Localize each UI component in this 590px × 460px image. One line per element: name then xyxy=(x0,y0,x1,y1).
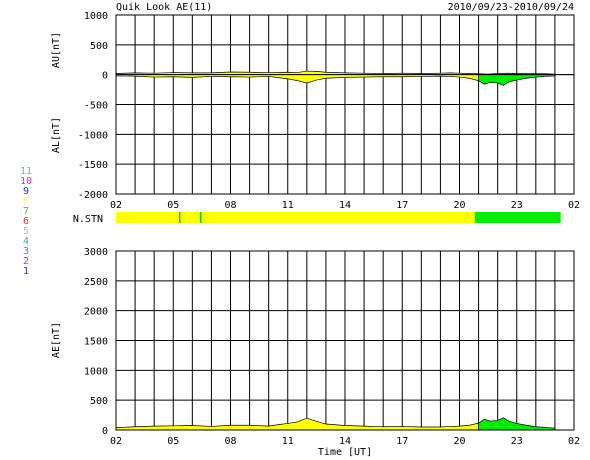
date-range: 2010/09/23-2010/09/24 xyxy=(448,2,574,13)
panel-frame xyxy=(115,14,575,195)
x-tick-label: 17 xyxy=(396,200,408,211)
y-tick-label: 2500 xyxy=(84,277,108,288)
y-tick-label: -1000 xyxy=(78,130,108,141)
nstn-marker xyxy=(178,212,181,223)
station-legend-item: 5 xyxy=(23,226,29,237)
y-tick-label: 500 xyxy=(90,41,108,52)
station-legend-item: 7 xyxy=(23,206,29,217)
al-axis-label: AL[nT] xyxy=(51,117,62,153)
y-tick-label: 3000 xyxy=(84,247,108,258)
y-tick-label: -1500 xyxy=(78,160,108,171)
x-tick-label: 14 xyxy=(339,436,351,447)
station-legend-item: 2 xyxy=(23,256,29,267)
ae-axis-label: AE[nT] xyxy=(51,322,62,358)
station-legend-item: 1 xyxy=(23,266,29,277)
y-tick-label: -2000 xyxy=(78,190,108,201)
chart-title: Quik Look AE(11) xyxy=(116,2,212,13)
ae-area-pre xyxy=(116,417,479,430)
ae-area-post xyxy=(478,417,556,430)
x-tick-label: 11 xyxy=(282,200,294,211)
station-legend-item: 3 xyxy=(23,246,29,257)
x-tick-label: 08 xyxy=(224,436,236,447)
x-tick-label: 20 xyxy=(453,436,465,447)
x-tick-label: 08 xyxy=(224,200,236,211)
station-legend-item: 4 xyxy=(23,236,29,247)
station-legend-item: 9 xyxy=(23,186,29,197)
x-tick-label: 02 xyxy=(568,436,580,447)
station-legend-item: 11 xyxy=(20,166,32,177)
y-tick-label: 1000 xyxy=(84,11,108,22)
x-axis-label: Time [UT] xyxy=(318,447,372,458)
x-tick-label: 20 xyxy=(453,200,465,211)
x-tick-label: 17 xyxy=(396,436,408,447)
x-tick-label: 05 xyxy=(167,436,179,447)
y-tick-label: 1000 xyxy=(84,366,108,377)
station-legend-item: 6 xyxy=(23,216,29,227)
x-tick-label: 02 xyxy=(110,200,122,211)
x-tick-label: 02 xyxy=(110,436,122,447)
y-tick-label: 1500 xyxy=(84,337,108,348)
nstn-marker xyxy=(199,212,202,223)
al-area-pre xyxy=(116,74,479,84)
nstn-segment xyxy=(474,212,561,223)
x-tick-label: 23 xyxy=(511,200,523,211)
x-tick-label: 14 xyxy=(339,200,351,211)
station-count-bar xyxy=(116,212,561,223)
x-tick-label: 02 xyxy=(568,200,580,211)
station-legend-item: 8 xyxy=(23,196,29,207)
panel-frame xyxy=(115,250,575,431)
nstn-segment xyxy=(116,212,475,223)
al-area-post xyxy=(478,74,556,86)
y-tick-label: 0 xyxy=(102,426,108,437)
y-tick-label: -500 xyxy=(84,101,108,112)
au-axis-label: AU[nT] xyxy=(51,32,62,68)
x-tick-label: 23 xyxy=(511,436,523,447)
station-legend-item: 10 xyxy=(20,176,32,187)
y-tick-label: 2000 xyxy=(84,307,108,318)
x-tick-label: 11 xyxy=(282,436,294,447)
au-area-pre xyxy=(116,70,479,76)
nstn-label: N.STN xyxy=(73,214,103,225)
y-tick-label: 0 xyxy=(102,71,108,82)
y-tick-label: 500 xyxy=(90,396,108,407)
x-tick-label: 05 xyxy=(167,200,179,211)
